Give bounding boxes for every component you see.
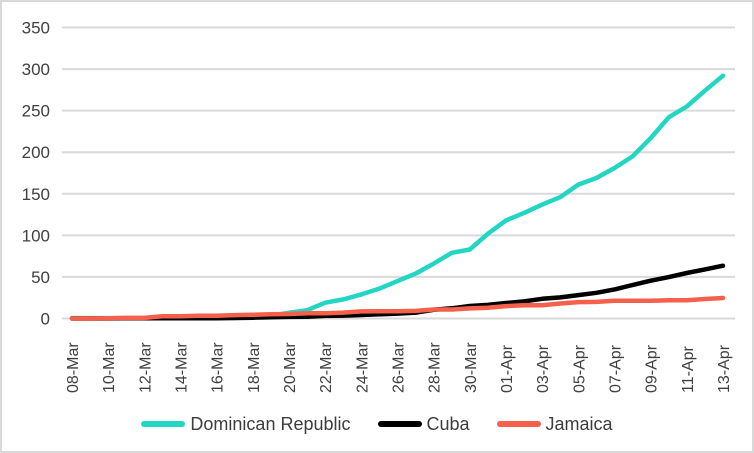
- y-axis-tick-label: 350: [22, 19, 50, 38]
- legend-swatch-jamaica-icon: [496, 421, 541, 427]
- x-axis-tick-label: 07-Apr: [608, 344, 625, 393]
- y-axis-tick-label: 300: [22, 60, 50, 79]
- series-line-jamaica: [69, 295, 726, 321]
- x-axis-tick-label: 13-Apr: [716, 344, 733, 393]
- legend-label-cuba: Cuba: [426, 413, 470, 434]
- line-chart: 0 50 100 150 200 250 300 350 08-Mar 10-Mar 12-Mar 1…: [22, 19, 735, 393]
- legend-label-dominican-republic: Dominican Republic: [190, 413, 351, 434]
- x-axis-tick-label: 01-Apr: [499, 344, 516, 393]
- y-axis-tick-label: 150: [22, 185, 50, 204]
- x-axis-tick-label: 11-Apr: [680, 345, 697, 393]
- x-axis-tick-label: 12-Mar: [137, 342, 154, 393]
- legend-swatch-cuba-icon: [377, 421, 422, 427]
- legend-item-cuba: Cuba: [377, 413, 470, 435]
- x-axis-tick-label: 22-Mar: [318, 342, 335, 393]
- x-axis-tick-label: 10-Mar: [101, 342, 118, 393]
- y-axis-tick-label: 200: [22, 143, 50, 162]
- legend-label-jamaica: Jamaica: [545, 413, 613, 434]
- x-axis-tick-label: 03-Apr: [535, 344, 552, 393]
- y-axis-tick-label: 50: [31, 268, 50, 287]
- legend-swatch-dominican-republic-icon: [141, 421, 186, 427]
- x-axis-tick-label: 24-Mar: [354, 342, 371, 393]
- y-axis-tick-label: 0: [41, 310, 50, 329]
- x-axis-tick-label: 05-Apr: [571, 344, 588, 393]
- chart-legend: Dominican Republic Cuba Jamaica: [2, 404, 752, 444]
- x-axis-tick-label: 20-Mar: [282, 342, 299, 393]
- y-axis-tick-label: 250: [22, 102, 50, 121]
- y-axis-tick-label: 100: [22, 226, 50, 245]
- x-axis-tick-label: 30-Mar: [463, 342, 480, 393]
- x-axis-tick-label: 28-Mar: [427, 342, 444, 393]
- series-line-dominican-republic: [69, 73, 726, 321]
- x-axis-tick-label: 14-Mar: [174, 342, 191, 393]
- x-axis-tick-label: 26-Mar: [391, 342, 408, 393]
- x-axis-tick-label: 18-Mar: [246, 342, 263, 393]
- x-axis-tick-label: 16-Mar: [210, 342, 227, 393]
- x-axis-tick-label: 09-Apr: [644, 344, 661, 393]
- legend-item-dominican-republic: Dominican Republic: [141, 413, 351, 435]
- legend-item-jamaica: Jamaica: [496, 413, 613, 435]
- x-axis-tick-label: 08-Mar: [65, 342, 82, 393]
